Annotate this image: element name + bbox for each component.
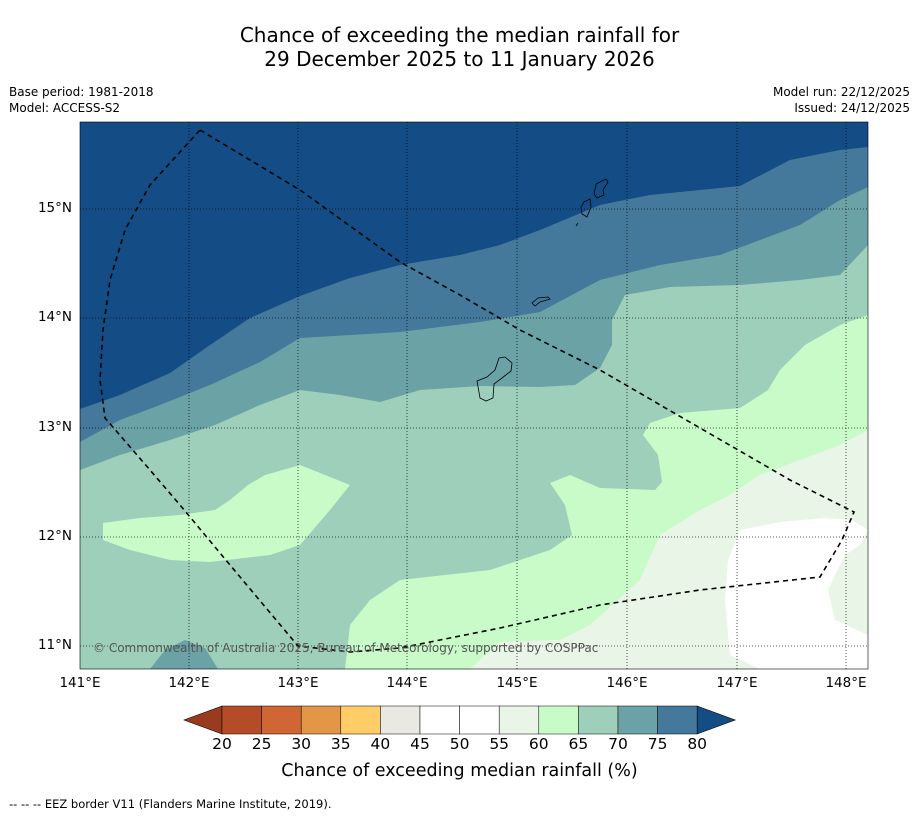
lat-label-13n: 13°N bbox=[37, 419, 72, 435]
base-period: Base period: 1981-2018 bbox=[9, 85, 154, 99]
colorbar-tick-label: 40 bbox=[370, 735, 391, 753]
colorbar-tick-label: 80 bbox=[687, 735, 708, 753]
lon-label-142e: 142°E bbox=[168, 675, 210, 691]
map-frame bbox=[79, 121, 869, 670]
colorbar-segment bbox=[419, 705, 460, 735]
colorbar-tick-label: 55 bbox=[489, 735, 510, 753]
grid-lines bbox=[80, 122, 868, 669]
lat-label-11n: 11°N bbox=[37, 637, 72, 653]
colorbar-segment bbox=[221, 705, 262, 735]
island-tinian bbox=[580, 198, 592, 218]
island-rota bbox=[531, 296, 551, 307]
eez-footnote: -- -- -- EEZ border V11 (Flanders Marine… bbox=[9, 797, 332, 811]
colorbar-tick-label: 70 bbox=[608, 735, 628, 753]
area-60-65-west bbox=[103, 465, 350, 562]
colorbar-tick-label: 60 bbox=[528, 735, 549, 753]
model-name: Model: ACCESS-S2 bbox=[9, 101, 121, 115]
colorbar-segment bbox=[261, 705, 302, 735]
colorbar-tick-label: 25 bbox=[251, 735, 272, 753]
island-outlines bbox=[476, 178, 609, 402]
colorbar-arrow-high bbox=[696, 705, 737, 735]
colorbar-tick-label: 20 bbox=[212, 735, 232, 753]
area-70-75-south bbox=[150, 640, 218, 669]
colorbar-segment bbox=[300, 705, 342, 735]
lon-label-147e: 147°E bbox=[716, 675, 758, 691]
lon-label-145e: 145°E bbox=[496, 675, 538, 691]
lon-label-144e: 144°E bbox=[386, 675, 428, 691]
lon-label-148e: 148°E bbox=[825, 675, 867, 691]
colorbar-tick-label: 65 bbox=[568, 735, 589, 753]
colorbar-tick-label: 75 bbox=[647, 735, 668, 753]
colorbar bbox=[183, 705, 737, 735]
eez-border bbox=[99, 128, 856, 653]
colorbar-tick-label: 35 bbox=[330, 735, 351, 753]
colorbar-segment bbox=[538, 705, 579, 735]
colorbar-segment bbox=[578, 705, 619, 735]
lat-label-15n: 15°N bbox=[37, 200, 72, 216]
colorbar-segment bbox=[657, 705, 698, 735]
colorbar-segment bbox=[459, 705, 500, 735]
colorbar-segment bbox=[380, 705, 421, 735]
island-guam bbox=[476, 356, 513, 402]
lon-label-146e: 146°E bbox=[606, 675, 648, 691]
lat-label-12n: 12°N bbox=[37, 528, 72, 544]
colorbar-segment bbox=[617, 705, 658, 735]
copyright-note: © Commonwealth of Australia 2025, Bureau… bbox=[93, 641, 599, 655]
lon-label-141e: 141°E bbox=[59, 675, 101, 691]
colorbar-segment bbox=[340, 705, 381, 735]
colorbar-tick-label: 50 bbox=[449, 735, 470, 753]
issued-date: Issued: 24/12/2025 bbox=[794, 101, 910, 115]
colorbar-title: Chance of exceeding median rainfall (%) bbox=[281, 761, 638, 781]
lon-label-143e: 143°E bbox=[277, 675, 319, 691]
lat-label-14n: 14°N bbox=[37, 309, 72, 325]
map-title-line2: 29 December 2025 to 11 January 2026 bbox=[264, 47, 655, 71]
model-run: Model run: 22/12/2025 bbox=[772, 85, 910, 99]
colorbar-arrow-low bbox=[183, 705, 223, 735]
map-title-line1: Chance of exceeding the median rainfall … bbox=[239, 23, 680, 47]
colorbar-tick-label: 45 bbox=[410, 735, 430, 753]
island-saipan bbox=[593, 178, 609, 199]
colorbar-tick-label: 30 bbox=[291, 735, 312, 753]
colorbar-segment bbox=[498, 705, 540, 735]
island-small bbox=[575, 222, 579, 227]
map-fill-areas bbox=[80, 122, 868, 669]
area-50-55 bbox=[725, 518, 868, 669]
